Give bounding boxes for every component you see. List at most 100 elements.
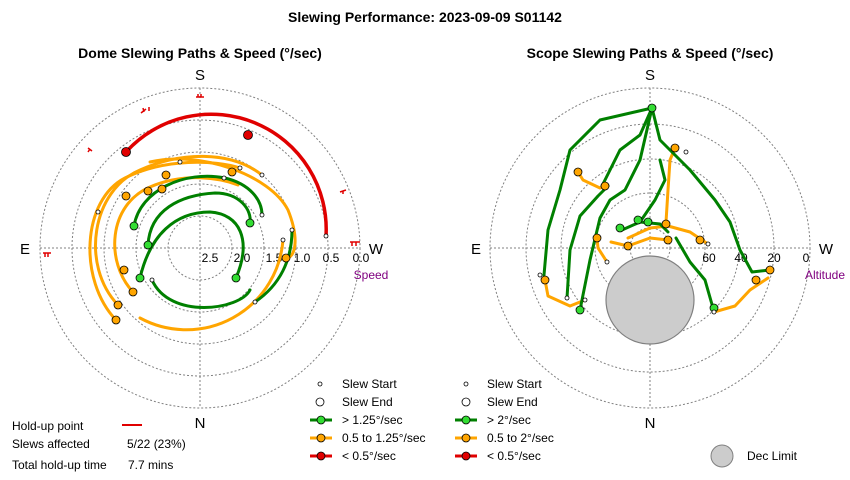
dome-slew-end — [245, 218, 255, 228]
legend-slew-start-marker — [463, 381, 469, 387]
dome-ring-label-1.0: 1.0 — [294, 251, 311, 265]
scope-slew-end — [661, 219, 671, 229]
dome-holdup-mark — [339, 189, 347, 194]
scope-slew-end — [663, 235, 673, 245]
scope-slew-start — [683, 149, 689, 155]
scope-path-fast — [565, 184, 610, 300]
legend-medium-marker — [461, 433, 471, 443]
dome-compass-s: S — [195, 67, 205, 84]
dome-path-fast — [150, 278, 252, 309]
dome-path-medium — [113, 176, 240, 294]
dome-holdup-mark — [140, 107, 150, 114]
legend-slow: < 0.5°/sec — [342, 449, 396, 463]
dome-path-fast — [138, 210, 245, 280]
legend-fast: > 2°/sec — [487, 413, 531, 427]
dome-path-fast — [146, 191, 252, 247]
dome-path-medium — [138, 238, 285, 332]
dome-slew-start — [259, 212, 265, 218]
holdup-time-value: 7.7 mins — [128, 458, 174, 472]
dome-slew-end — [157, 184, 167, 194]
scope-slew-end — [623, 241, 633, 251]
dome-slew-end — [128, 287, 138, 297]
scope-slew-end — [633, 215, 643, 225]
chart-title: Slewing Performance: 2023-09-09 S01142 — [288, 9, 562, 25]
dome-slew-end — [129, 221, 139, 231]
dome-markers — [95, 130, 329, 325]
legend-slew-end: Slew End — [487, 395, 538, 409]
scope-compass-e: E — [471, 241, 481, 258]
holdup-slews-row: Slews affected 5/22 (23%) — [12, 437, 186, 451]
scope-path-medium — [543, 278, 587, 308]
scope-slew-start — [537, 272, 543, 278]
dome-compass-w: W — [369, 241, 384, 258]
dome-legend: Slew Start Slew End > 1.25°/sec 0.5 to 1… — [310, 377, 426, 463]
scope-slew-start — [711, 309, 717, 315]
holdup-point-label: Hold-up point — [12, 419, 84, 433]
legend-slow-marker — [316, 451, 326, 461]
holdup-slews-value: 5/22 (23%) — [127, 437, 186, 451]
legend-slow-marker — [461, 451, 471, 461]
scope-slew-start — [604, 259, 610, 265]
legend-dec-limit: Dec Limit — [747, 449, 798, 463]
scope-compass-w: W — [819, 241, 834, 258]
scope-path-fast — [600, 106, 654, 188]
scope-compass-n: N — [645, 415, 656, 432]
dome-slew-end — [135, 273, 145, 283]
dome-path-slow — [124, 112, 328, 238]
dome-ring-label-0.0: 0.0 — [353, 251, 370, 265]
dome-path-fast — [132, 174, 264, 228]
dome-slew-start — [149, 277, 155, 283]
scope-slew-end — [575, 305, 585, 315]
scope-path-fast — [650, 106, 772, 274]
scope-path-fast — [578, 106, 654, 312]
holdup-time-label: Total hold-up time — [12, 458, 107, 472]
dome-panel-title: Dome Slewing Paths & Speed (°/sec) — [78, 45, 322, 61]
dome-slew-start — [289, 227, 295, 233]
scope-slew-end — [592, 233, 602, 243]
scope-path-fast — [542, 106, 654, 277]
dome-holdup-mark — [350, 241, 360, 246]
dome-slew-start — [280, 237, 286, 243]
dome-slew-end — [113, 300, 123, 310]
dome-path-fast — [253, 228, 294, 304]
dome-axis-label: Speed — [354, 268, 389, 282]
dome-slew-end — [121, 147, 131, 157]
dome-slew-start — [323, 233, 329, 239]
dome-slew-end — [243, 130, 253, 140]
scope-axis-label: Altitude — [805, 268, 845, 282]
dome-slew-start — [221, 175, 227, 181]
scope-slew-end — [695, 235, 705, 245]
legend-slew-end-marker — [461, 397, 471, 407]
dome-slew-end — [121, 191, 131, 201]
dome-ring-label-2.5: 2.5 — [202, 251, 219, 265]
scope-panel-title: Scope Slewing Paths & Speed (°/sec) — [526, 45, 774, 61]
legend-fast-marker — [461, 415, 471, 425]
dome-slew-end — [161, 170, 171, 180]
legend-slew-start-marker — [317, 381, 323, 387]
scope-ring-label-60: 60 — [702, 251, 716, 265]
legend-slew-start: Slew Start — [342, 377, 397, 391]
scope-slew-start — [582, 297, 588, 303]
dome-holdup-marks — [43, 94, 360, 257]
scope-slew-start — [705, 241, 711, 247]
scope-path-fast — [638, 158, 667, 224]
dome-grid — [39, 87, 361, 409]
dome-slew-end — [119, 265, 129, 275]
dome-slew-start — [177, 159, 183, 165]
dome-slew-end — [143, 186, 153, 196]
dome-slew-start — [259, 172, 265, 178]
scope-slew-end — [573, 167, 583, 177]
legend-slow: < 0.5°/sec — [487, 449, 541, 463]
scope-slew-end — [540, 275, 550, 285]
scope-path-medium — [609, 236, 670, 248]
scope-slew-end — [751, 275, 761, 285]
dome-slew-start — [95, 209, 101, 215]
scope-legend: Slew Start Slew End > 2°/sec 0.5 to 2°/s… — [455, 377, 798, 468]
scope-slew-end — [600, 181, 610, 191]
scope-slew-end — [765, 265, 775, 275]
dome-compass-n: N — [195, 415, 206, 432]
holdup-slews-label: Slews affected — [12, 437, 90, 451]
legend-medium: 0.5 to 2°/sec — [487, 431, 554, 445]
legend-medium: 0.5 to 1.25°/sec — [342, 431, 426, 445]
scope-slew-end — [643, 217, 653, 227]
